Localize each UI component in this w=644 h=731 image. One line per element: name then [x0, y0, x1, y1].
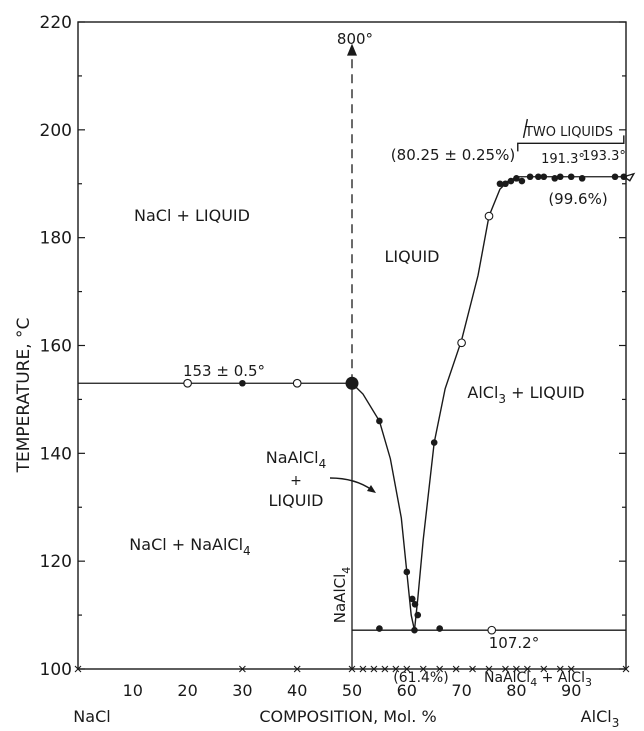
data-point-filled [526, 173, 534, 181]
x-marks [74, 665, 630, 673]
region-naalcl4-liquid-2: + [290, 473, 302, 489]
data-point-filled [551, 175, 559, 182]
region-naalcl4-liquid-3: LIQUID [269, 491, 324, 510]
data-point-open [484, 211, 494, 221]
y-tick-label: 180 [40, 229, 72, 249]
data-point-filled [578, 175, 586, 182]
x-tick-label: 40 [287, 681, 307, 700]
region-liquid: LIQUID [385, 247, 440, 266]
label-leader [329, 477, 373, 491]
data-point-open [183, 378, 192, 388]
x-tick-label: 50 [342, 681, 362, 700]
end-label-alcl3: AlCl3 [581, 707, 620, 730]
data-point-filled [496, 180, 504, 188]
x-mark [293, 665, 301, 673]
x-mark [485, 665, 493, 673]
y-tick-label: 120 [40, 552, 72, 572]
data-point-filled [403, 568, 411, 576]
data-point-filled [345, 376, 359, 390]
x-mark [523, 665, 531, 673]
compound-label-naalcl4: NaAlCl4 [331, 567, 353, 623]
data-point-filled [430, 439, 438, 446]
x-mark [502, 665, 509, 673]
x-tick-label: 70 [451, 681, 471, 700]
data-point-filled [376, 417, 383, 425]
x-mark [381, 665, 389, 673]
data-point-filled [502, 180, 509, 188]
data-point-filled [535, 173, 542, 181]
data-point-filled [507, 177, 515, 185]
data-point-filled [620, 173, 628, 181]
data-point-filled [376, 625, 383, 632]
x-mark [370, 665, 378, 673]
x-tick-label: 60 [397, 681, 417, 700]
x-mark [469, 665, 476, 673]
label-leader-arrow [367, 485, 376, 493]
x-mark [540, 665, 548, 673]
data-point-filled [611, 173, 619, 181]
data-point-filled [411, 601, 419, 608]
end-label-nacl: NaCl [73, 707, 110, 726]
x-tick-label: 90 [561, 681, 581, 700]
data-point-open [457, 338, 466, 348]
x-mark [419, 665, 427, 673]
data-point-open [487, 625, 497, 635]
data-point-filled [556, 173, 564, 181]
annotation-107: 107.2° [489, 634, 539, 652]
data-point-filled [239, 379, 246, 387]
data-point-open [292, 378, 302, 388]
x-mark [74, 665, 82, 673]
labels: TEMPERATURE, °C COMPOSITION, Mol. % NaCl… [14, 30, 626, 730]
x-tick-label: 80 [506, 681, 526, 700]
region-naalcl4-liquid-1: NaAlCl4 [266, 448, 326, 471]
data-point-filled [411, 626, 418, 634]
x-mark [239, 665, 246, 673]
x-tick-label: 30 [232, 681, 252, 700]
data-point-filled [408, 595, 416, 603]
y-tick-label: 220 [40, 13, 72, 33]
region-two-liquids: TWO LIQUIDS [524, 125, 613, 140]
y-tick-label: 200 [40, 121, 72, 141]
data-point-filled [540, 173, 548, 181]
region-naalcl4-alcl3: NaAlCl4 + AlCl3 [484, 670, 592, 689]
x-mark [452, 665, 460, 673]
region-nacl-liquid: NaCl + LIQUID [134, 206, 250, 225]
two-liquids-tick [522, 118, 529, 139]
annotation-191-3: 191.3° [541, 152, 585, 167]
x-mark [436, 665, 444, 673]
data-points [183, 173, 628, 635]
curve-liquidus_NaAlCl4 [351, 382, 416, 631]
annotation-99-6: (99.6%) [548, 190, 607, 208]
x-mark [622, 665, 630, 673]
x-mark [392, 665, 400, 673]
y-tick-label: 140 [40, 444, 72, 464]
x-mark [567, 665, 575, 673]
two-liquids-bracket [517, 135, 625, 152]
data-point-filled [567, 173, 575, 181]
region-alcl3-liquid: AlCl3 + LIQUID [467, 383, 584, 406]
x-mark [556, 665, 564, 673]
right-arrow [622, 172, 636, 182]
x-mark [403, 665, 411, 673]
x-tick-label: 20 [177, 681, 197, 700]
x-axis-label: COMPOSITION, Mol. % [259, 707, 436, 726]
data-point-filled [518, 177, 526, 185]
annotation-80-25: (80.25 ± 0.25%) [391, 146, 515, 164]
data-point-filled [436, 625, 443, 632]
y-tick-label: 160 [40, 337, 72, 357]
data-point-filled [513, 175, 520, 182]
y-axis-label: TEMPERATURE, °C [14, 318, 34, 474]
x-mark [513, 665, 520, 673]
annotation-153: 153 ± 0.5° [183, 362, 265, 380]
x-tick-label: 10 [123, 681, 143, 700]
annotation-800: 800° [337, 30, 373, 48]
data-point-filled [414, 611, 422, 619]
annotation-193-3: 193.3° [582, 149, 626, 164]
y-tick-label: 100 [40, 660, 72, 680]
x-mark [359, 665, 367, 673]
region-nacl-naalcl4: NaCl + NaAlCl4 [129, 535, 250, 558]
annotation-61-4: (61.4%) [393, 670, 448, 686]
arrow-800 [347, 43, 357, 56]
